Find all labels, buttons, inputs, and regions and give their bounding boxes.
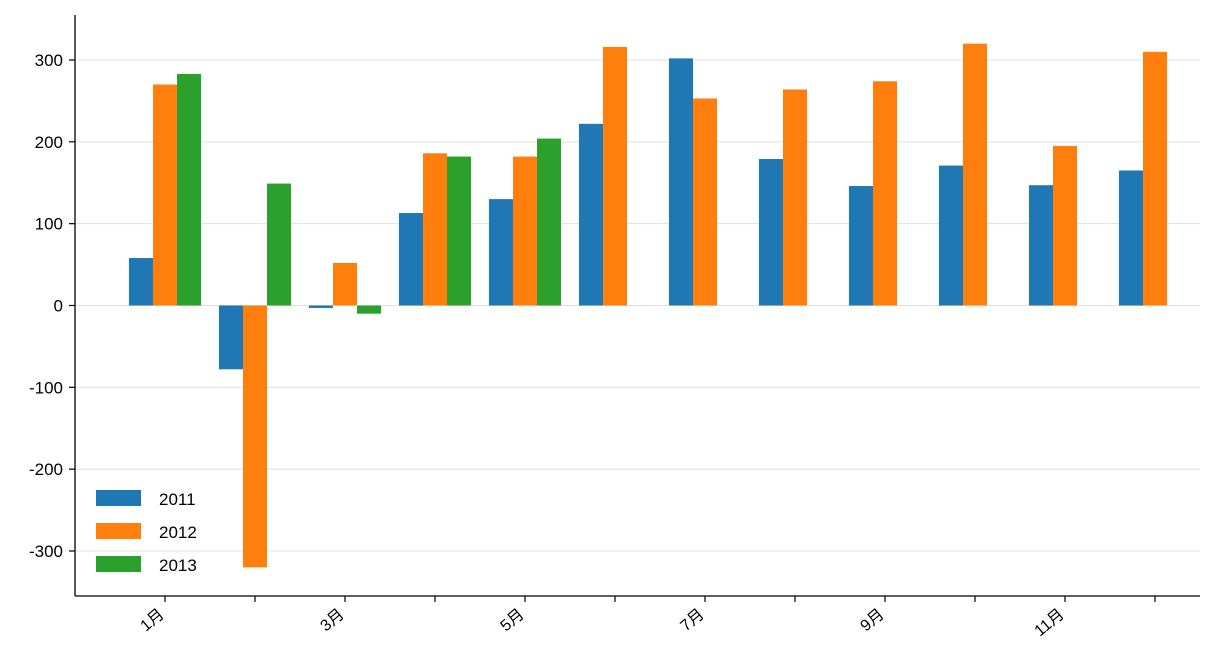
y-tick-label: 200 — [35, 133, 63, 152]
y-tick-label: 100 — [35, 215, 63, 234]
bar-2012-4 — [422, 153, 448, 306]
x-tick-label: 9月 — [858, 606, 888, 635]
y-tick-label: -200 — [29, 460, 63, 479]
bar-2011-3 — [308, 305, 333, 308]
y-tick-label: 300 — [35, 51, 63, 70]
bar-2012-8 — [782, 89, 808, 306]
y-tick-label: -300 — [29, 542, 63, 561]
bar-2012-2 — [242, 305, 268, 568]
bar-2011-11 — [1028, 185, 1053, 306]
x-tick-label: 5月 — [498, 606, 528, 635]
legend-swatch-2013 — [96, 556, 141, 572]
bar-2011-2 — [218, 305, 243, 370]
bars — [128, 43, 1168, 568]
bar-2013-1 — [177, 73, 202, 306]
bar-2011-1 — [128, 258, 153, 306]
bar-2012-12 — [1142, 51, 1168, 306]
legend-label-2012: 2012 — [159, 523, 197, 542]
bar-2012-7 — [692, 98, 718, 306]
bar-2011-9 — [848, 186, 873, 306]
bar-2012-1 — [152, 84, 178, 306]
bar-2012-3 — [332, 262, 358, 306]
x-tick-label: 11月 — [1032, 606, 1068, 640]
bar-2013-2 — [267, 183, 292, 306]
bar-2011-12 — [1118, 170, 1143, 306]
bar-2012-9 — [872, 81, 898, 306]
bar-2012-11 — [1052, 145, 1078, 306]
y-axis-ticks: -300 -200 -100 0 100 200 300 — [29, 51, 75, 561]
bar-2011-7 — [668, 58, 693, 306]
bar-2011-8 — [758, 159, 783, 306]
bar-2013-5 — [537, 138, 562, 306]
x-tick-label: 3月 — [318, 606, 348, 635]
bar-2011-10 — [938, 165, 963, 306]
bar-2012-5 — [512, 156, 538, 306]
legend-swatch-2011 — [96, 490, 141, 506]
legend-swatch-2012 — [96, 523, 141, 539]
bar-2011-5 — [488, 199, 513, 306]
x-tick-label: 7月 — [678, 606, 708, 635]
y-tick-label: 0 — [54, 297, 63, 316]
bar-2013-3 — [357, 305, 382, 314]
x-tick-label: 1月 — [138, 606, 168, 635]
legend-label-2013: 2013 — [159, 556, 197, 575]
legend: 2011 2012 2013 — [96, 490, 197, 575]
legend-label-2011: 2011 — [159, 490, 196, 509]
y-tick-label: -100 — [29, 378, 63, 397]
bar-2012-6 — [602, 46, 628, 306]
bar-2013-4 — [447, 156, 472, 306]
bar-2011-4 — [398, 213, 423, 306]
bar-2011-6 — [578, 123, 603, 306]
x-axis-ticks: 1月 3月 5月 7月 9月 11月 — [138, 596, 1156, 640]
bar-2012-10 — [962, 43, 988, 306]
